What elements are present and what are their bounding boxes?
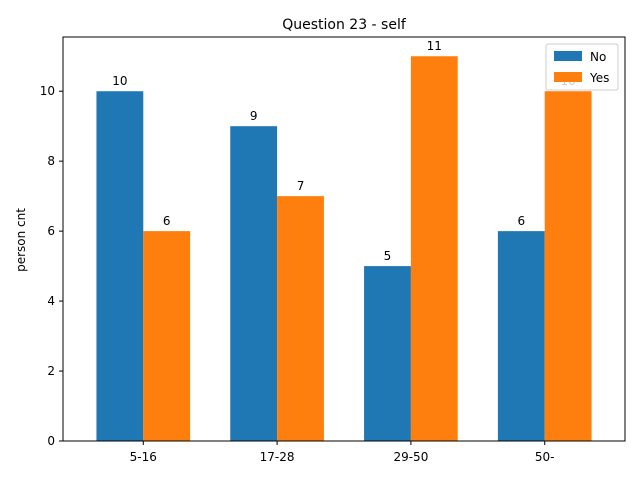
y-tick-label: 0 — [47, 434, 55, 448]
legend-swatch-no — [554, 51, 582, 61]
legend: No Yes — [545, 43, 619, 91]
y-axis: 0 2 4 6 8 10 — [40, 84, 63, 448]
x-tick-label: 50- — [535, 450, 555, 464]
chart-title: Question 23 - self — [282, 17, 407, 33]
y-tick-label: 10 — [40, 84, 55, 98]
bar-value-label: 9 — [250, 109, 258, 123]
bar-value-label: 7 — [297, 179, 305, 193]
bar-yes-29-50 — [410, 56, 458, 441]
y-tick-label: 6 — [47, 224, 55, 238]
bar-no-50- — [497, 231, 545, 441]
bar-yes-5-16 — [143, 231, 191, 441]
x-tick-label: 5-16 — [130, 450, 157, 464]
bar-value-label: 10 — [112, 74, 127, 88]
bar-yes-17-28 — [277, 196, 324, 441]
x-tick-label: 17-28 — [260, 450, 295, 464]
bar-value-label: 6 — [517, 214, 525, 228]
y-tick-label: 2 — [47, 364, 55, 378]
bars-group — [96, 56, 592, 442]
bar-value-label: 5 — [384, 249, 392, 263]
bar-labels-group: 10956671110 — [112, 39, 576, 263]
bar-no-5-16 — [96, 91, 144, 441]
bar-no-29-50 — [364, 266, 411, 441]
legend-swatch-yes — [554, 72, 582, 82]
legend-label-yes: Yes — [589, 71, 609, 85]
y-tick-label: 4 — [47, 294, 55, 308]
bar-yes-50- — [544, 91, 592, 441]
y-tick-label: 8 — [47, 154, 55, 168]
bar-value-label: 6 — [163, 214, 171, 228]
bar-value-label: 11 — [427, 39, 442, 53]
legend-label-no: No — [590, 50, 606, 64]
x-tick-label: 29-50 — [393, 450, 428, 464]
bar-no-17-28 — [230, 126, 278, 442]
x-axis: 5-16 17-28 29-50 50- — [130, 441, 555, 464]
y-axis-label: person cnt — [14, 208, 28, 272]
plot-frame — [62, 36, 626, 442]
